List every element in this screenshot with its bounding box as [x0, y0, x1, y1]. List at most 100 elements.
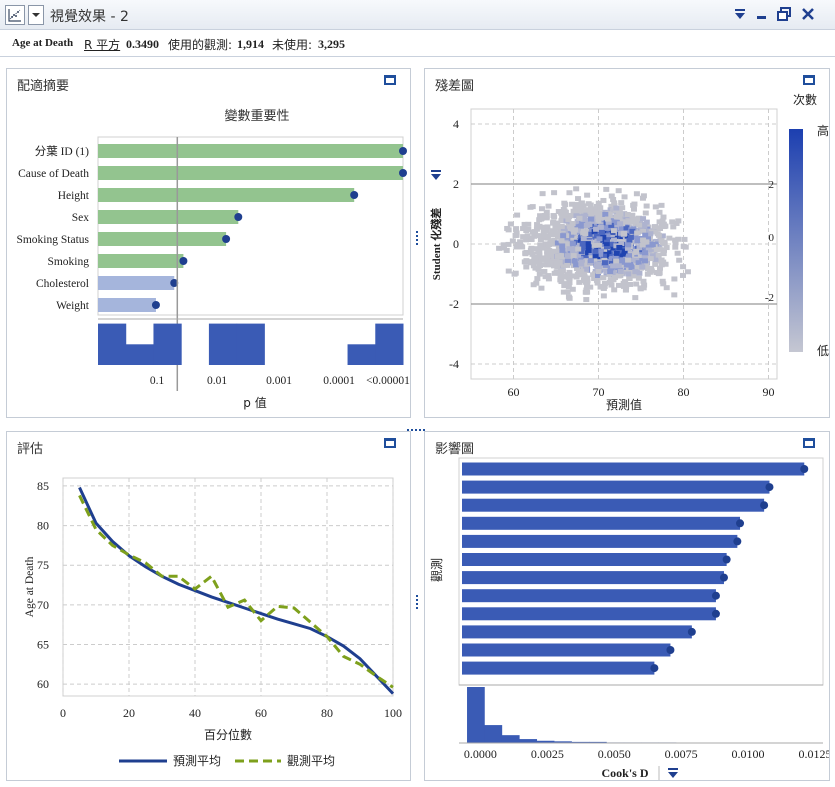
heat-cell	[591, 218, 598, 224]
heat-cell	[652, 204, 659, 210]
options-menu-icon[interactable]	[732, 6, 748, 22]
heat-cell	[564, 262, 571, 268]
heat-cell	[593, 246, 600, 252]
heat-cell	[600, 253, 607, 259]
filter-menu-icon	[431, 174, 441, 180]
chart-type-dropdown-icon[interactable]	[28, 5, 44, 25]
x-tick-label: 100	[384, 706, 402, 720]
heat-cell	[648, 268, 655, 274]
heat-cell	[547, 232, 554, 238]
fit-summary-panel: 配適摘要 變數重要性 分葉 ID (1) Cause of Death Height S…	[6, 68, 411, 418]
heat-cell	[579, 241, 586, 247]
filter-menu-icon	[431, 170, 441, 172]
heat-cell	[634, 238, 641, 244]
maximize-icon[interactable]	[384, 438, 396, 448]
heat-cell	[633, 191, 640, 197]
heat-cell	[575, 246, 582, 252]
heat-cell	[564, 258, 571, 264]
heat-cell	[580, 236, 587, 242]
heat-cell	[537, 213, 544, 219]
heat-cell	[596, 236, 603, 242]
heat-cell	[546, 250, 553, 256]
influence-panel: 影響圖 0.0000 0.0025 0.0050 0.0075 0.0100 0.0125…	[424, 431, 830, 781]
heat-cell	[617, 211, 624, 217]
heat-cell	[605, 211, 612, 217]
heat-cell	[500, 242, 507, 248]
x-tick-label: 80	[678, 385, 690, 399]
heat-cell	[635, 275, 642, 281]
heat-cell	[543, 228, 550, 234]
heat-cell	[615, 188, 622, 194]
heat-cell	[618, 259, 625, 265]
heat-cell	[529, 229, 536, 235]
heat-cell	[592, 249, 599, 255]
heat-cell	[611, 275, 618, 281]
heat-cell	[642, 232, 649, 238]
heat-cell	[608, 258, 615, 264]
heat-cell	[540, 262, 547, 268]
cooks-d-marker	[687, 627, 696, 636]
y-tick-label: 4	[453, 117, 459, 131]
heat-cell	[534, 255, 541, 261]
heat-cell	[659, 233, 666, 239]
heat-cell	[660, 250, 667, 256]
heat-cell	[679, 272, 686, 278]
maximize-icon[interactable]	[803, 75, 815, 85]
heat-cell	[573, 243, 580, 249]
vertical-splitter-grip[interactable]	[415, 230, 419, 250]
heat-cell	[536, 271, 543, 277]
heat-cell	[597, 205, 604, 211]
importance-bar	[98, 166, 403, 180]
heat-cell	[553, 221, 560, 227]
x-tick-label: 0.001	[266, 375, 292, 387]
heat-cell	[559, 247, 566, 253]
heat-cell	[627, 234, 634, 240]
heat-cell	[595, 269, 602, 275]
heat-cell	[560, 233, 567, 239]
heat-cell	[631, 201, 638, 207]
maximize-icon[interactable]	[803, 438, 815, 448]
horizontal-splitter-grip[interactable]	[406, 421, 430, 431]
residual-title: 殘差圖	[435, 79, 475, 94]
heat-cell	[603, 241, 610, 247]
heat-cell	[647, 231, 654, 237]
heat-cell	[610, 263, 617, 269]
close-icon[interactable]	[800, 6, 816, 22]
heat-cell	[619, 205, 626, 211]
heat-cell	[670, 224, 677, 230]
heat-cell	[555, 248, 562, 254]
heat-cell	[541, 268, 548, 274]
heat-cell	[604, 216, 611, 222]
restore-icon[interactable]	[776, 6, 792, 22]
axis-options-icon	[668, 772, 678, 778]
cooks-d-marker	[666, 646, 675, 654]
legend-tick-label: -2	[765, 292, 774, 304]
heat-cell	[529, 251, 536, 257]
heat-cell	[533, 246, 540, 252]
heat-cell	[660, 247, 667, 253]
heat-cell	[588, 216, 595, 222]
heat-cell	[612, 254, 619, 260]
cooks-d-marker	[711, 609, 720, 618]
heat-cell	[613, 250, 620, 256]
minimize-icon[interactable]	[754, 6, 770, 22]
rsquare-label[interactable]: R 平方	[84, 38, 121, 52]
chart-type-icon[interactable]	[5, 5, 25, 25]
maximize-icon[interactable]	[384, 75, 396, 85]
cooks-d-marker	[719, 573, 728, 582]
model-statistics-bar: Age at Death R 平方 0.3490 使用的觀測: 1,914 未使…	[0, 31, 835, 57]
heat-cell	[528, 237, 535, 243]
heat-cell	[580, 230, 587, 236]
heat-cell	[552, 225, 559, 231]
importance-marker	[399, 169, 407, 177]
fit-summary-title: 配適摘要	[17, 79, 70, 94]
heat-cell	[566, 295, 573, 301]
heat-cell	[537, 237, 544, 243]
legend-tick-label: 0	[769, 232, 775, 244]
heat-cell	[606, 255, 613, 261]
vertical-splitter-grip[interactable]	[415, 594, 419, 614]
heat-cell	[593, 206, 600, 212]
heat-cell	[626, 253, 633, 259]
y-tick-label: -4	[449, 357, 459, 371]
heat-cell	[545, 276, 552, 282]
